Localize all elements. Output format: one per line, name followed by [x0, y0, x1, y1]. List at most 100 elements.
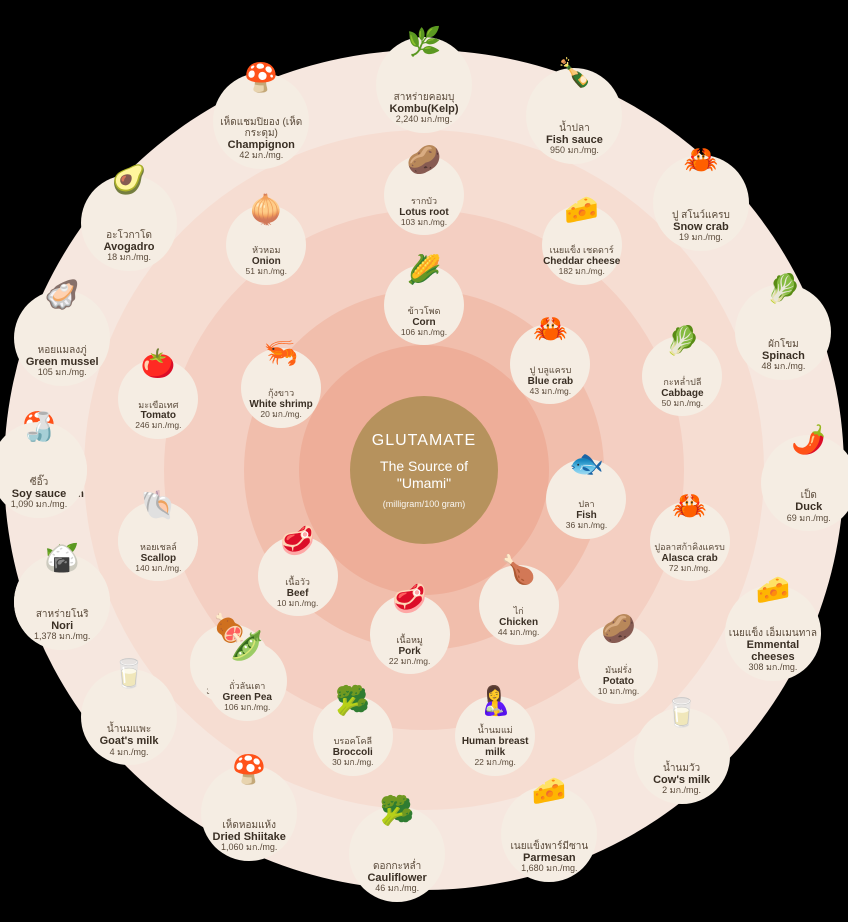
food-name-thai: กุ้งขาว — [268, 389, 294, 399]
food-icon: 🍄 — [244, 63, 279, 94]
food-name-thai: ปู บลูแครบ — [529, 366, 571, 376]
food-value: 22 มก./mg. — [389, 657, 430, 666]
food-name-thai: สาหร่ายคอมบุ — [394, 92, 455, 103]
food-value: 140 มก./mg. — [135, 564, 181, 573]
food-value: 69 มก./mg. — [787, 514, 831, 524]
food-name-thai: น้ำนมวัว — [663, 763, 700, 774]
food-bubble: 🥛น้ำนมแพะGoat's milk4 มก./mg. — [81, 669, 177, 765]
food-name-thai: ปลา — [578, 500, 594, 510]
food-value: 106 มก./mg. — [224, 703, 270, 712]
food-name-thai: เป็ด — [801, 490, 817, 501]
food-name-thai: ไก่ — [514, 607, 524, 617]
food-name-thai: กะหล่ำปลี — [663, 378, 701, 388]
food-value: 48 มก./mg. — [761, 362, 805, 372]
food-value: 1,378 มก./mg. — [34, 632, 90, 642]
food-bubble: 🍄เห็ดหอมแห้งDried Shiitake1,060 มก./mg. — [201, 765, 297, 861]
food-bubble: 🌿สาหร่ายคอมบุKombu(Kelp)2,240 มก./mg. — [376, 37, 472, 133]
food-bubble: 🥬ผักโขมSpinach48 มก./mg. — [735, 284, 831, 380]
food-value: 72 มก./mg. — [669, 564, 710, 573]
center-unit-label: (milligram/100 gram) — [383, 499, 466, 509]
food-value: 105 มก./mg. — [38, 368, 87, 378]
food-value: 106 มก./mg. — [401, 328, 447, 337]
food-value: 19 มก./mg. — [679, 233, 723, 243]
center-subtitle: The Source of "Umami" — [360, 458, 488, 493]
food-name-thai: เนยแข็ง เชดดาร์ — [550, 246, 614, 256]
center-circle: GLUTAMATE The Source of "Umami" (milligr… — [350, 396, 498, 544]
food-value: 1,060 มก./mg. — [221, 843, 277, 853]
food-bubble: 🥑อะโวกาโดAvogadro18 มก./mg. — [81, 175, 177, 271]
food-bubble: 🐟ปลาFish36 มก./mg. — [546, 459, 626, 539]
food-value: 2,240 มก./mg. — [396, 115, 452, 125]
food-value: 10 มก./mg. — [277, 599, 318, 608]
food-bubble: 🥩เนื้อหมูPork22 มก./mg. — [370, 594, 450, 674]
food-name-thai: รากบัว — [411, 197, 437, 207]
food-name-english: Corn — [412, 317, 435, 328]
food-bubble: 🧀เนยแข็ง เอ็มเมนทาลEmmental cheeses308 ม… — [725, 585, 821, 681]
food-name-thai: เนยแข็ง เอ็มเมนทาล — [729, 628, 817, 639]
food-name-english: Snow crab — [673, 221, 729, 233]
food-value: 1,090 มก./mg. — [11, 500, 67, 510]
food-bubble: 🍾น้ำปลาFish sauce950 มก./mg. — [526, 68, 622, 164]
food-bubble: 🧀เนยแข็ง เชดดาร์Cheddar cheese182 มก./mg… — [542, 205, 622, 285]
food-bubble: 🥩เนื้อวัวBeef10 มก./mg. — [258, 536, 338, 616]
food-name-english: Emmental cheeses — [725, 639, 821, 663]
food-bubble: 🍄เห็ดแชมปิยอง (เห็ดกระดุม)Champignon42 ม… — [213, 73, 309, 169]
food-name-thai: อะโวกาโด — [106, 230, 152, 241]
food-value: 2 มก./mg. — [662, 786, 701, 796]
food-bubble: 🍗ไก่Chicken44 มก./mg. — [479, 565, 559, 645]
food-name-thai: ผักโขม — [768, 339, 799, 350]
food-name-english: Avogadro — [104, 241, 155, 253]
food-bubble: 🧀เนยแข็งพาร์มีซานParmesan1,680 มก./mg. — [501, 786, 597, 882]
food-bubble: 🤱น้ำนมแม่Human breast milk22 มก./mg. — [455, 696, 535, 776]
food-value: 50 มก./mg. — [662, 399, 703, 408]
food-value: 43 มก./mg. — [530, 387, 571, 396]
food-bubble: 🥦ดอกกะหล่ำCauliflower46 มก./mg. — [349, 806, 445, 902]
food-bubble: 🥛น้ำนมวัวCow's milk2 มก./mg. — [634, 708, 730, 804]
food-name-english: Nori — [51, 620, 73, 632]
food-name-thai: น้ำปลา — [559, 123, 590, 134]
food-bubble: 🦐กุ้งขาวWhite shrimp20 มก./mg. — [241, 348, 321, 428]
food-name-english: Fish sauce — [546, 134, 603, 146]
food-name-thai: เนื้อวัว — [285, 578, 310, 588]
food-bubble: 🥦บรอคโคลีBroccoli30 มก./mg. — [313, 696, 393, 776]
food-bubble: 🧅หัวหอมOnion51 มก./mg. — [226, 205, 306, 285]
center-title: GLUTAMATE — [372, 432, 476, 450]
food-name-thai: เห็ดหอมแห้ง — [222, 820, 276, 831]
food-name-thai: มันฝรั่ง — [605, 666, 632, 676]
food-name-english: Goat's milk — [100, 735, 159, 747]
food-value: 30 มก./mg. — [332, 758, 373, 767]
food-value: 308 มก./mg. — [748, 663, 797, 673]
food-icon: 🌿 — [407, 27, 442, 58]
food-value: 51 มก./mg. — [246, 267, 287, 276]
food-name-thai: ดอกกะหล่ำ — [373, 861, 421, 872]
food-name-english: Duck — [795, 501, 822, 513]
food-bubble: 🍅มะเขือเทศTomato246 มก./mg. — [118, 359, 198, 439]
food-value: 20 มก./mg. — [260, 410, 301, 419]
food-value: 46 มก./mg. — [375, 884, 419, 894]
food-name-thai: มะเขือเทศ — [138, 401, 178, 411]
food-icon: 🍾 — [557, 58, 592, 89]
food-value: 44 มก./mg. — [498, 628, 539, 637]
food-value: 246 มก./mg. — [135, 421, 181, 430]
food-value: 182 มก./mg. — [559, 267, 605, 276]
food-name-english: Cabbage — [661, 388, 703, 399]
food-value: 950 มก./mg. — [550, 146, 599, 156]
food-bubble: 🥬กะหล่ำปลีCabbage50 มก./mg. — [642, 336, 722, 416]
food-name-thai: น้ำนมแม่ — [478, 726, 513, 736]
food-bubble: 🫛ถั่วลันเตาGreen Pea106 มก./mg. — [207, 641, 287, 721]
food-name-thai: เนื้อหมู — [396, 636, 423, 646]
infographic-canvas: 🌽ข้าวโพดCorn106 มก./mg.🦀ปู บลูแครบBlue c… — [0, 0, 848, 922]
food-name-thai: ซีอิ๊ว — [30, 477, 48, 488]
food-value: 42 มก./mg. — [239, 151, 283, 161]
food-name-thai: สาหร่ายโนริ — [36, 609, 89, 620]
food-bubble: 🐚หอยเชลล์Scallop140 มก./mg. — [118, 501, 198, 581]
food-bubble: 🦀ปูอลาสก้าคิงแครบAlasca crab72 มก./mg. — [650, 501, 730, 581]
food-value: 36 มก./mg. — [566, 521, 607, 530]
food-name-thai: ถั่วลันเตา — [229, 682, 265, 692]
food-bubble: 🦪หอยแมลงภู่Green mussel105 มก./mg. — [14, 290, 110, 386]
food-value: 1,680 มก./mg. — [521, 864, 577, 874]
food-value: 4 มก./mg. — [110, 748, 149, 758]
food-name-thai: หอยแมลงภู่ — [38, 345, 87, 356]
food-name-thai: น้ำนมแพะ — [107, 724, 151, 735]
food-name-english: Blue crab — [528, 376, 574, 387]
